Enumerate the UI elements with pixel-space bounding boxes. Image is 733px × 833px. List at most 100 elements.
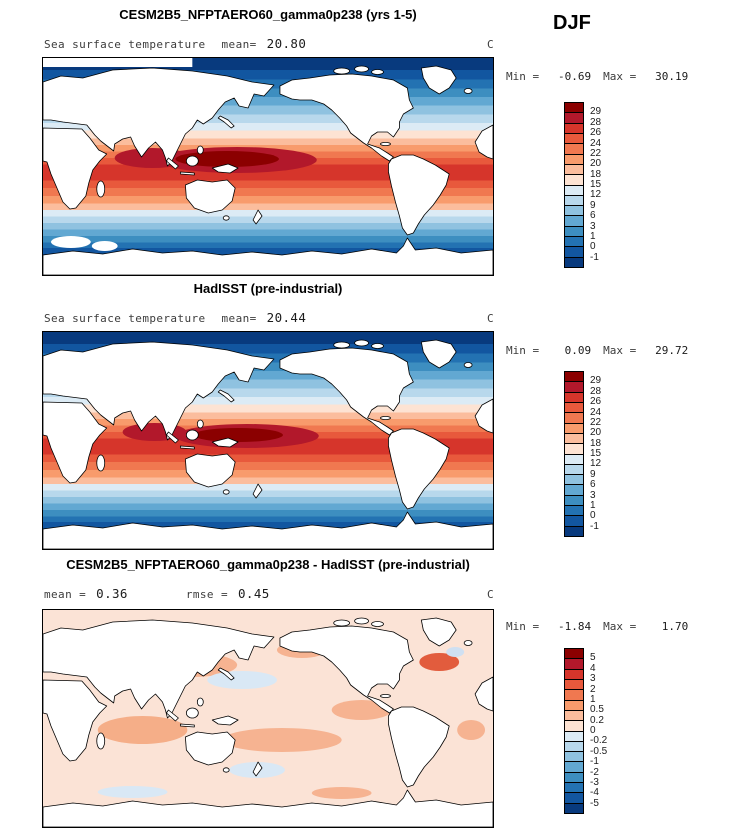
panel3-colorbar: 5 4 3 2 1 0.5 0.2 0 -0.2 -0.5 -1 -2 -3 -4 -5: [564, 648, 628, 816]
colorbar-segment: [565, 453, 583, 464]
colorbar-tick-label: 6: [590, 210, 596, 222]
colorbar-segment: [565, 740, 583, 752]
mean-label: mean=: [221, 38, 257, 51]
colorbar-segment: [565, 225, 583, 237]
colorbar-segment: [565, 689, 583, 700]
units-label: C: [486, 38, 494, 51]
min-value: -0.69: [558, 70, 592, 83]
colorbar-tick-label: 0.2: [590, 714, 604, 726]
max-label: Max =: [603, 344, 637, 357]
colorbar-segment: [565, 401, 583, 413]
colorbar-segment: [565, 205, 583, 216]
colorbar-segment: [565, 143, 583, 154]
colorbar-segment: [565, 432, 583, 444]
variable-label: Sea surface temperature: [44, 38, 206, 51]
colorbar-tick-label: 28: [590, 385, 602, 397]
rmse-label: rmse =: [185, 588, 228, 601]
panel3-title: CESM2B5_NFPTAERO60_gamma0p238 - HadISST …: [66, 557, 470, 572]
colorbar-segment: [565, 720, 583, 731]
colorbar-tick-label: 15: [590, 448, 602, 459]
warm-bias-patch: [457, 720, 486, 740]
colorbar-tick-label: 0.5: [590, 704, 604, 716]
colorbar: [564, 648, 584, 814]
colorbar-segment: [565, 391, 583, 402]
colorbar-labels: 5 4 3 2 1 0.5 0.2 0 -0.2 -0.5 -1 -2 -3 -4 -5: [590, 648, 626, 814]
colorbar-tick-label: 1: [590, 230, 596, 242]
colorbar-segment: [565, 771, 583, 783]
warm-bias-patch: [331, 700, 392, 720]
colorbar-tick-label: 3: [590, 673, 596, 685]
colorbar-segment: [565, 494, 583, 506]
colorbar-tick-label: 15: [590, 179, 602, 190]
colorbar-segment: [565, 505, 583, 516]
panel1-title: CESM2B5_NFPTAERO60_gamma0p238 (yrs 1-5): [119, 7, 417, 22]
map-obs-sst-canvas: [43, 332, 493, 549]
colorbar-tick-label: -1: [590, 520, 599, 532]
map-obs-sst: [42, 331, 494, 550]
rmse-value: 0.45: [237, 586, 270, 601]
colorbar-segment: [565, 194, 583, 206]
mean-value: 0.36: [96, 586, 128, 601]
panel2-subtitle-row: Sea surface temperature mean= 20.44 C: [44, 310, 494, 325]
colorbar-tick-label: 3: [590, 489, 596, 501]
colorbar-segment: [565, 236, 583, 247]
colorbar-tick-label: -4: [590, 787, 599, 799]
mean-label: mean=: [221, 312, 257, 325]
panel3-subtitle-row: mean = 0.36 rmse = 0.45 C: [44, 586, 494, 601]
colorbar-tick-label: 2: [590, 683, 596, 695]
colorbar-labels: 29 28 26 24 22 20 18 15 12 9 6 3 1 0 -1: [590, 371, 626, 537]
colorbar-tick-label: 12: [590, 458, 602, 470]
colorbar-segment: [565, 153, 583, 164]
sea-ice-patch: [50, 236, 91, 248]
min-value: 0.09: [564, 344, 592, 357]
panel1-colorbar: 29 28 26 24 22 20 18 15 12 9 6 3 1 0 -1: [564, 102, 628, 270]
colorbar-segment: [565, 678, 583, 690]
max-value: 29.72: [655, 344, 689, 357]
colorbar-segment: [565, 122, 583, 133]
map-sst-difference: [42, 609, 494, 828]
colorbar-tick-label: 0: [590, 725, 596, 736]
colorbar-tick-label: 24: [590, 137, 602, 149]
map-model-sst-canvas: [43, 58, 493, 275]
colorbar-tick-label: 1: [590, 693, 596, 705]
colorbar-segment: [565, 412, 583, 423]
variable-label: Sea surface temperature: [44, 312, 206, 325]
colorbar: [564, 102, 584, 268]
map-model-sst: [42, 57, 494, 276]
warm-bias-patch: [311, 787, 372, 799]
colorbar-tick-label: 3: [590, 220, 596, 232]
colorbar-tick-label: 20: [590, 427, 602, 439]
colorbar-segment: [565, 112, 583, 123]
colorbar-tick-label: -0.2: [590, 735, 608, 747]
map-sst-difference-canvas: [43, 610, 493, 827]
panel2-minmax: Min = 0.09 Max = 29.72: [506, 344, 726, 357]
colorbar-tick-label: 29: [590, 106, 602, 118]
min-label: Min =: [506, 344, 540, 357]
colorbar-tick-label: 1: [590, 499, 596, 511]
colorbar-segment: [565, 215, 583, 226]
colorbar-segment: [565, 751, 583, 762]
mean-value: 20.44: [266, 310, 307, 325]
min-label: Min =: [506, 70, 540, 83]
colorbar-segment: [565, 484, 583, 495]
colorbar-segment: [565, 761, 583, 772]
colorbar-tick-label: -1: [590, 756, 599, 768]
colorbar-tick-label: 20: [590, 158, 602, 170]
warm-bias-patch: [222, 728, 342, 752]
colorbar-segment: [565, 256, 583, 267]
panel3-minmax: Min = -1.84 Max = 1.70: [506, 620, 726, 633]
colorbar-segment: [565, 163, 583, 175]
colorbar-segment: [565, 709, 583, 721]
panel2-title: HadISST (pre-industrial): [193, 281, 343, 296]
max-label: Max =: [603, 620, 637, 633]
colorbar-tick-label: 0: [590, 241, 596, 253]
colorbar-tick-label: -2: [590, 766, 599, 778]
max-value: 30.19: [655, 70, 689, 83]
colorbar-tick-label: 29: [590, 375, 602, 387]
season-label: DJF: [553, 12, 591, 34]
panel2-colorbar: 29 28 26 24 22 20 18 15 12 9 6 3 1 0 -1: [564, 371, 628, 539]
colorbar-segment: [565, 132, 583, 144]
max-value: 1.70: [661, 620, 689, 633]
colorbar-tick-label: 4: [590, 662, 596, 674]
